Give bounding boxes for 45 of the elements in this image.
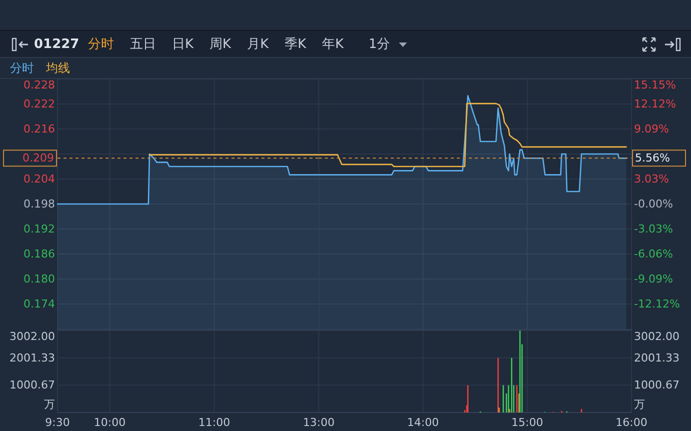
y-tick-label: 0.192 [24,222,55,236]
y2-tick-label: -9.09% [634,272,673,286]
text: 周K [210,37,232,52]
y2-axis-title: 万 [634,398,645,411]
y-axis-title: 万 [44,398,55,411]
x-tick-label: 15:00 [511,416,544,429]
x-tick-label: 13:00 [302,416,335,429]
y-tick-label: 2001.33 [10,351,55,364]
x-tick-label: 14:00 [407,416,439,429]
y-tick-label: 0.174 [24,298,55,310]
y2-tick-label: 15.15% [634,78,676,92]
y-tick-label: 0.228 [24,78,55,92]
x-tick-label: 11:00 [198,416,230,429]
chart-title: 01227 [34,37,80,52]
text: 1分 [368,37,390,52]
ref-line-label: 0.209 [22,152,54,165]
ref-line-label: 5.56% [635,152,670,165]
y-tick-label: 0.222 [24,98,55,110]
text: 年K [322,37,344,52]
y2-tick-label: -0.00% [634,198,673,210]
y2-tick-label: 12.12% [634,98,676,110]
text: 月K [247,37,270,52]
text: 季K [284,37,307,52]
y2-tick-label: 9.09% [634,122,669,136]
y-tick-label: 1000.67 [10,378,55,392]
y-tick-label: 0.198 [24,198,55,210]
x-tick-label: 9:30 [45,416,70,429]
y2-tick-label: 1000.67 [634,378,680,392]
y-tick-label: 0.180 [24,272,55,286]
y2-tick-label: -6.06% [634,248,673,260]
y-tick-label: 0.186 [24,248,55,260]
text: 五日 [130,37,156,52]
y-tick-label: 0.216 [24,122,55,136]
y-tick-label: 3002.00 [10,330,55,343]
y2-tick-label: -3.03% [634,222,673,236]
y2-tick-label: -12.12% [634,298,680,310]
legend: 分时 均线 [10,61,70,75]
x-tick-label: 10:00 [94,416,126,429]
text: 日K [172,37,194,52]
text: 分时 [88,37,114,52]
y-tick-label: 0.204 [24,172,55,186]
y2-tick-label: 3002.00 [634,330,680,343]
y2-tick-label: 3.03% [634,172,669,186]
y2-tick-label: 2001.33 [634,351,680,364]
x-tick-label: 16:00 [616,416,648,429]
